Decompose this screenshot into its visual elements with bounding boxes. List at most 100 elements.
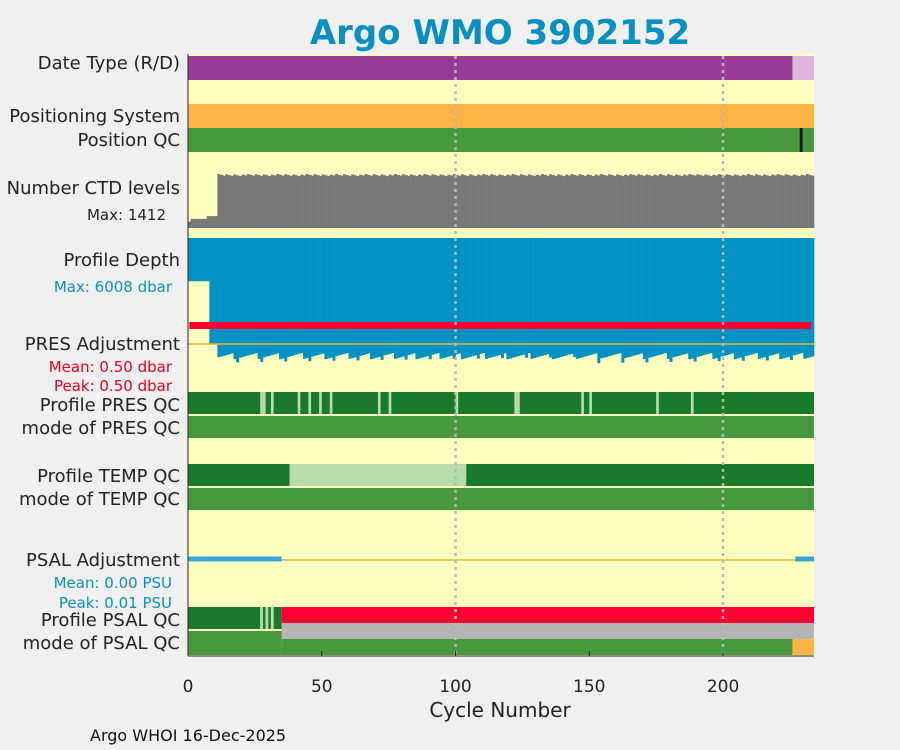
ctd-level-bar: [284, 174, 288, 228]
profile-depth-bar: [626, 238, 630, 358]
profile-depth-bar: [313, 238, 317, 356]
ctd-level-bar: [292, 174, 296, 228]
ctd-level-bar: [426, 174, 430, 228]
ctd-level-bar: [233, 174, 237, 228]
label-depth-max: Max: 6008 dbar: [54, 278, 173, 296]
label-ctd-max: Max: 1412: [87, 206, 166, 224]
ctd-level-bar: [773, 175, 777, 228]
ctd-level-bar: [715, 175, 718, 228]
profile-depth-bar: [233, 238, 237, 360]
profile-depth-bar: [682, 238, 686, 355]
profile-depth-bar: [765, 238, 769, 361]
ctd-level-bar: [206, 216, 210, 228]
ctd-level-bar: [431, 174, 435, 228]
ctd-level-bar: [447, 174, 451, 228]
plot-rows: [188, 56, 815, 655]
ctd-level-bar: [605, 175, 609, 228]
ctd-level-bar: [634, 175, 638, 228]
vertical-gridlines: [454, 56, 725, 656]
profile-depth-bar: [463, 238, 467, 359]
ctd-level-bar: [650, 176, 654, 228]
ctd-level-bar: [787, 175, 791, 228]
profile-depth-bar: [653, 238, 657, 357]
profile-depth-bar: [484, 238, 488, 359]
ctd-level-bar: [525, 175, 529, 228]
ctd-level-bar: [803, 175, 807, 228]
ctd-level-bar: [808, 174, 812, 228]
label-mode-temp-qc: mode of TEMP QC: [19, 489, 180, 510]
profile-depth-bar: [396, 238, 400, 359]
profile-depth-bar: [567, 238, 571, 355]
profile-depth-bar: [402, 238, 405, 357]
profile-temp-qc-segment: [188, 464, 290, 486]
ctd-level-bar: [399, 175, 403, 228]
ctd-level-bar: [757, 175, 761, 228]
positioning-system-segment: [188, 104, 814, 128]
profile-depth-bar: [749, 238, 753, 355]
profile-depth-bar: [426, 238, 430, 357]
profile-depth-bar: [228, 238, 232, 355]
ctd-level-bar: [626, 175, 630, 228]
profile-pres-qc-light-segment: [270, 392, 274, 414]
ctd-level-bar: [637, 174, 641, 228]
profile-depth-bar: [712, 238, 716, 359]
ctd-level-bar: [658, 174, 662, 228]
profile-depth-bar: [706, 238, 710, 354]
ctd-level-bar: [752, 175, 756, 228]
ctd-level-bar: [589, 175, 593, 228]
ctd-level-bar: [476, 174, 480, 228]
ctd-level-bar: [739, 176, 743, 228]
ctd-level-bar: [669, 175, 673, 228]
ctd-level-bar: [784, 174, 788, 228]
ctd-level-bar: [439, 174, 443, 228]
ctd-level-bar: [222, 175, 226, 228]
profile-psal-qc-segment: [268, 607, 271, 629]
profile-depth-bar: [632, 238, 636, 356]
profile-depth-bar: [800, 238, 804, 354]
ctd-level-bar: [495, 175, 499, 228]
ctd-level-bar: [704, 174, 708, 228]
ctd-level-bar: [295, 175, 298, 228]
profile-depth-bar: [204, 238, 208, 282]
profile-depth-bar: [196, 238, 200, 282]
profile-depth-bar: [664, 238, 668, 354]
profile-depth-bar: [535, 238, 539, 358]
ctd-level-bar: [755, 174, 759, 228]
profile-depth-bar: [538, 238, 542, 357]
profile-psal-qc-segment: [273, 607, 282, 629]
profile-depth-bar: [573, 238, 577, 358]
ctd-level-bar: [289, 175, 293, 228]
ctd-level-bar: [270, 174, 274, 228]
ctd-level-bar: [321, 174, 325, 228]
ctd-level-bar: [642, 175, 646, 228]
position-qc-flag-marker: [799, 128, 803, 152]
profile-depth-bar: [755, 238, 759, 354]
profile-depth-bar: [501, 238, 504, 359]
ctd-level-bar: [220, 174, 224, 228]
ctd-level-bar: [351, 174, 355, 228]
ctd-level-bar: [645, 174, 649, 228]
profile-depth-bar: [369, 238, 373, 360]
ctd-level-bar: [418, 174, 422, 228]
profile-depth-bar: [418, 238, 422, 359]
profile-depth-bar: [442, 238, 446, 359]
profile-depth-bar: [340, 238, 344, 355]
position-qc-segment: [188, 128, 814, 152]
profile-depth-bar: [367, 238, 371, 354]
ctd-level-bar: [629, 174, 633, 228]
profile-depth-bar: [278, 238, 282, 360]
label-pres-adjustment: PRES Adjustment: [25, 334, 180, 355]
profile-depth-bar: [731, 238, 735, 354]
ctd-level-bar: [632, 174, 636, 228]
ctd-level-bar: [720, 174, 724, 228]
ctd-level-bar: [257, 175, 261, 228]
profile-depth-bar: [214, 238, 218, 345]
profile-depth-bar: [525, 238, 529, 358]
profile-depth-bar: [554, 238, 558, 359]
profile-depth-bar: [616, 238, 620, 354]
profile-depth-bar: [720, 238, 724, 357]
profile-depth-bar: [249, 238, 253, 355]
ctd-level-bar: [797, 176, 801, 228]
profile-depth-bar: [431, 238, 435, 355]
label-mode-pres-qc: mode of PRES QC: [22, 418, 180, 439]
